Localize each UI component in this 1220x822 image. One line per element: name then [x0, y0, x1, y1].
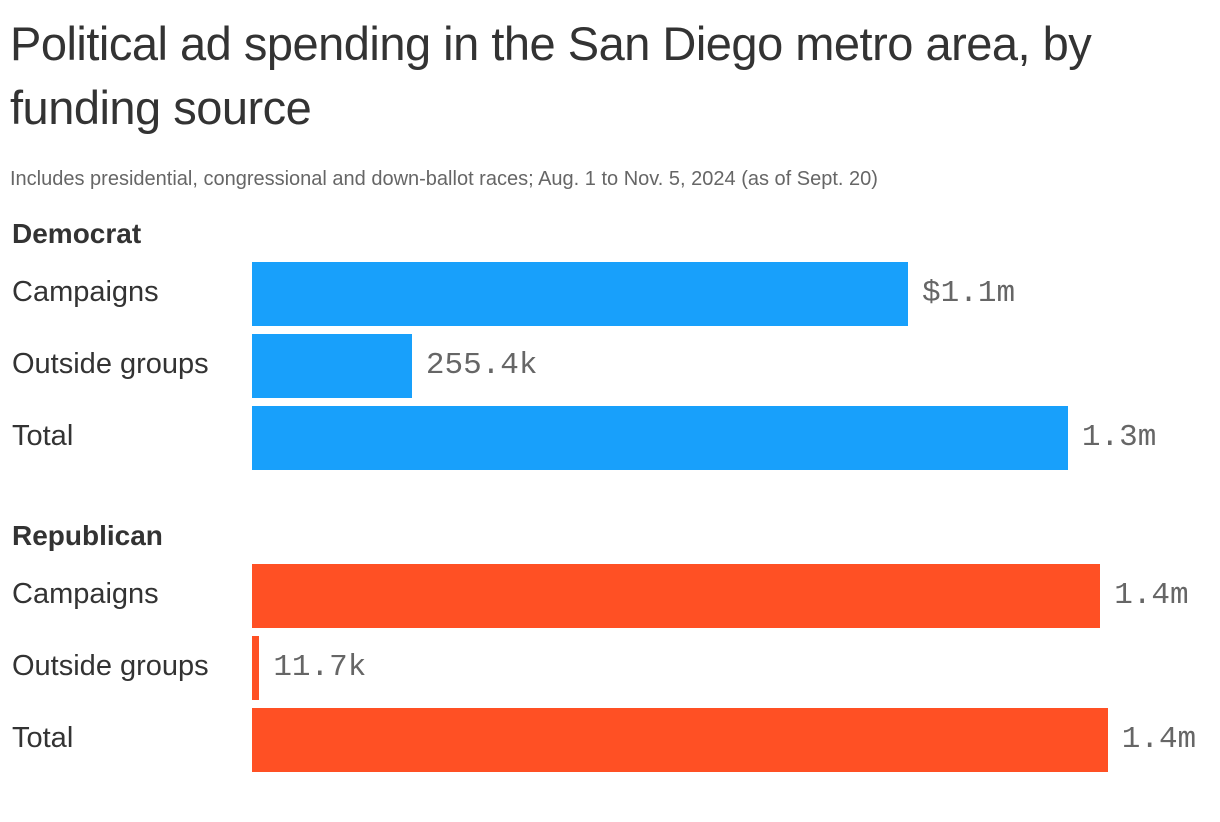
category-label: Campaigns	[12, 578, 159, 610]
category-label: Campaigns	[12, 276, 159, 308]
category-label: Total	[12, 722, 74, 754]
data-label: $1.1m	[922, 276, 1016, 311]
category-label: Outside groups	[12, 348, 209, 380]
group-label-republican: Republican	[12, 520, 163, 551]
group-label-democrat: Democrat	[12, 218, 142, 249]
category-label: Total	[12, 420, 74, 452]
category-label: Outside groups	[12, 650, 209, 682]
bar-democrat-total	[252, 406, 1068, 470]
bar-republican-outside-groups	[252, 636, 260, 700]
data-label: 255.4k	[425, 348, 538, 383]
bar-republican-total	[252, 708, 1108, 772]
data-label: 11.7k	[273, 650, 367, 685]
chart-title: Political ad spending in the San Diego m…	[10, 17, 1092, 134]
data-label: 1.3m	[1081, 420, 1157, 455]
data-label: 1.4m	[1121, 722, 1197, 757]
bar-democrat-campaigns	[252, 262, 909, 326]
bar-republican-campaigns	[252, 564, 1101, 628]
chart-subtitle: Includes presidential, congressional and…	[10, 168, 878, 190]
data-label: 1.4m	[1114, 578, 1189, 613]
bar-democrat-outside-groups	[252, 334, 412, 398]
